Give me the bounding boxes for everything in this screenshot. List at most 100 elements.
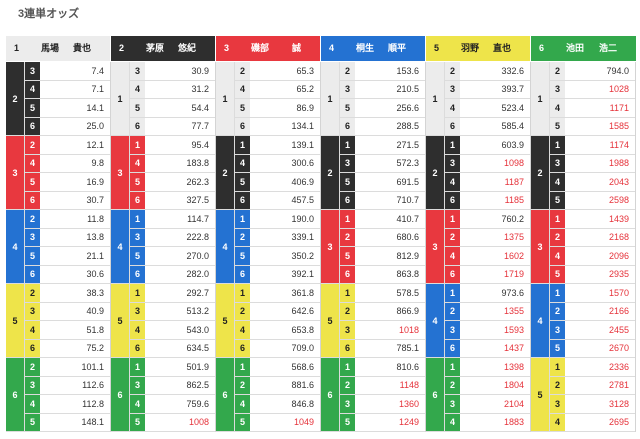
racer-surname: 羽野 <box>461 43 480 53</box>
second-place-cell: 6 <box>6 358 24 432</box>
second-place-cell: 2 <box>6 62 24 136</box>
second-place-cell: 6 <box>111 358 129 432</box>
odds-row: 5 16.9 <box>24 173 110 192</box>
odds-row: 1 1174 <box>549 136 635 155</box>
second-place-group: 3 1 760.2 2 1375 4 1602 6 1719 <box>426 210 530 284</box>
odds-value: 270.0 <box>186 250 209 261</box>
header-boat-4: 4 桐生 順平 <box>321 36 426 61</box>
second-place-group: 6 2 101.1 3 112.6 4 112.8 5 148.1 <box>6 358 110 432</box>
third-place-cell: 2 <box>234 228 250 246</box>
third-place-cell: 3 <box>444 395 460 413</box>
third-place-cell: 5 <box>234 247 250 265</box>
third-place-cell: 3 <box>339 395 355 413</box>
odds-row: 4 523.4 <box>444 99 530 118</box>
third-place-cell: 4 <box>234 395 250 413</box>
odds-row: 5 2670 <box>549 339 635 358</box>
odds-row: 2 1148 <box>339 376 425 395</box>
odds-row: 6 1719 <box>444 265 530 284</box>
odds-rows: 3 7.4 4 7.1 5 14.1 6 25.0 <box>24 62 110 136</box>
header-boat-6: 6 池田 浩二 <box>531 36 636 61</box>
odds-row: 4 543.0 <box>129 321 215 340</box>
odds-row: 4 759.6 <box>129 395 215 414</box>
odds-column-first-1: 2 3 7.4 4 7.1 5 14.1 6 25.0 3 2 12.1 4 9.8 5 16.9 6 30.7 4… <box>6 62 111 432</box>
odds-value: 300.6 <box>291 158 314 169</box>
odds-value: 1049 <box>293 417 314 428</box>
odds-row: 1 1439 <box>549 210 635 229</box>
third-place-cell: 2 <box>549 62 565 80</box>
odds-value: 810.6 <box>396 361 419 372</box>
odds-row: 1 292.7 <box>129 284 215 303</box>
boat-number: 1 <box>14 43 20 53</box>
odds-row: 4 7.1 <box>24 80 110 99</box>
second-place-cell: 3 <box>111 136 129 210</box>
odds-row: 3 1098 <box>444 154 530 173</box>
racer-given-name: 直也 <box>492 43 511 53</box>
odds-row: 3 572.3 <box>339 154 425 173</box>
third-place-cell: 4 <box>549 413 565 431</box>
third-place-cell: 1 <box>234 284 250 302</box>
third-place-cell: 5 <box>339 173 355 191</box>
odds-rows: 2 38.3 3 40.9 4 51.8 6 75.2 <box>24 284 110 358</box>
third-place-cell: 4 <box>444 99 460 117</box>
odds-value: 222.8 <box>186 232 209 243</box>
odds-row: 5 86.9 <box>234 99 320 118</box>
second-place-cell: 4 <box>6 210 24 284</box>
odds-value: 1883 <box>503 417 524 428</box>
odds-value: 134.1 <box>291 121 314 132</box>
odds-value: 114.7 <box>187 213 209 224</box>
third-place-cell: 3 <box>339 154 355 172</box>
odds-value: 30.6 <box>86 269 104 280</box>
odds-value: 710.7 <box>396 195 419 206</box>
odds-row: 5 2935 <box>549 265 635 284</box>
second-place-group: 4 1 1570 2 2166 3 2455 5 2670 <box>531 284 635 358</box>
third-place-cell: 2 <box>24 210 40 228</box>
second-place-cell: 5 <box>111 284 129 358</box>
odds-row: 3 393.7 <box>444 80 530 99</box>
odds-value: 288.5 <box>396 121 419 132</box>
odds-row: 3 3128 <box>549 395 635 414</box>
second-place-group: 2 3 7.4 4 7.1 5 14.1 6 25.0 <box>6 62 110 136</box>
third-place-cell: 1 <box>339 358 355 376</box>
third-place-cell: 5 <box>549 339 565 357</box>
racer-surname: 馬場 <box>41 43 60 53</box>
odds-rows: 1 2336 2 2781 3 3128 4 2695 <box>549 358 635 432</box>
odds-value: 501.9 <box>186 361 209 372</box>
boat-number: 3 <box>224 43 230 53</box>
third-place-cell: 4 <box>234 154 250 172</box>
odds-value: 262.3 <box>186 176 209 187</box>
boat-number: 4 <box>329 43 335 53</box>
odds-row: 3 7.4 <box>24 62 110 81</box>
odds-row: 5 54.4 <box>129 99 215 118</box>
odds-row: 2 65.3 <box>234 62 320 81</box>
racer-given-name: 誠 <box>291 43 301 53</box>
third-place-cell: 1 <box>129 210 145 228</box>
third-place-cell: 3 <box>444 154 460 172</box>
third-place-cell: 6 <box>234 191 250 209</box>
odds-row: 2 11.8 <box>24 210 110 229</box>
odds-value: 256.6 <box>396 102 419 113</box>
third-place-cell: 6 <box>129 339 145 357</box>
odds-value: 38.3 <box>86 287 104 298</box>
odds-row: 1 578.5 <box>339 284 425 303</box>
odds-row: 1 2336 <box>549 358 635 377</box>
third-place-cell: 6 <box>129 191 145 209</box>
odds-row: 4 846.8 <box>234 395 320 414</box>
odds-rows: 1 973.6 2 1355 3 1593 6 1437 <box>444 284 530 358</box>
second-place-cell: 3 <box>321 210 339 284</box>
odds-value: 21.1 <box>86 250 104 261</box>
third-place-cell: 4 <box>444 413 460 431</box>
third-place-cell: 2 <box>444 302 460 320</box>
odds-row: 5 262.3 <box>129 173 215 192</box>
third-place-cell: 2 <box>24 358 40 376</box>
third-place-cell: 6 <box>234 265 250 283</box>
page-title: 3連単オッズ <box>18 8 80 20</box>
odds-value: 75.2 <box>86 343 104 354</box>
odds-row: 2 2781 <box>549 376 635 395</box>
third-place-cell: 2 <box>234 62 250 80</box>
odds-value: 1570 <box>608 287 629 298</box>
odds-value: 112.6 <box>82 380 104 391</box>
odds-value: 1398 <box>503 361 524 372</box>
odds-value: 1174 <box>609 139 629 150</box>
third-place-cell: 1 <box>339 210 355 228</box>
odds-rows: 2 332.6 3 393.7 4 523.4 6 585.4 <box>444 62 530 136</box>
